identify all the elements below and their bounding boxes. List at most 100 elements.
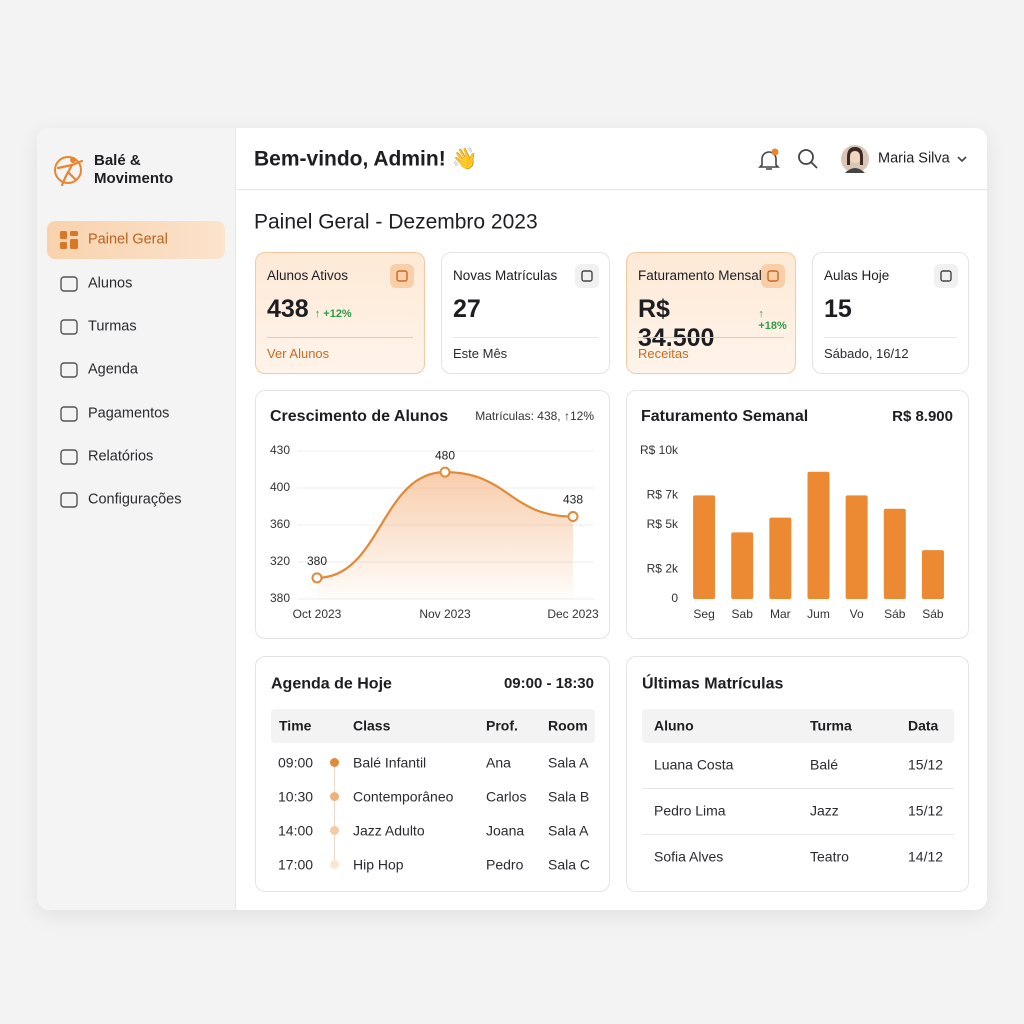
nav-item[interactable]: Relatórios [47, 438, 225, 476]
nav-icon [60, 231, 78, 249]
kpi-footer[interactable]: Receitas [638, 346, 689, 362]
header-divider [237, 189, 987, 190]
chart-card [255, 390, 610, 639]
kpi-icon [934, 264, 958, 288]
kpi-icon [575, 264, 599, 288]
greeting: Bem-vindo, Admin! 👋 [254, 147, 478, 171]
kpi-change: ↑ +12% [314, 308, 352, 320]
kpi-value-row: 27 [453, 295, 481, 324]
column-header: Turma [810, 717, 852, 734]
kpi-value-row: 15 [824, 295, 852, 324]
kpi-icon [761, 264, 785, 288]
kpi-footer[interactable]: Ver Alunos [267, 346, 330, 362]
table-cell: Balé Infantil [353, 754, 427, 771]
table-cell: Sofia Alves [654, 848, 724, 865]
column-header: Class [353, 717, 391, 734]
table-cell: 15/12 [908, 802, 944, 819]
table-cell: Jazz [810, 802, 839, 819]
table-cell: Carlos [486, 788, 527, 805]
user-menu-chevron[interactable] [956, 154, 968, 164]
kpi-change: ↑ +18% [758, 308, 787, 332]
kpi-footer: Sábado, 16/12 [824, 346, 909, 362]
column-header: Room [548, 717, 588, 734]
agenda-card: Agenda de Hoje 09:00 - 18:30 Time Class Prof… [255, 656, 610, 892]
table-cell: Balé [810, 756, 839, 773]
kpi-card: Alunos Ativos 438 ↑ +12% Ver Alunos [255, 252, 425, 374]
nav-icon [60, 406, 78, 422]
kpi-divider [453, 337, 598, 338]
nav-label: Painel Geral [88, 231, 168, 248]
kpi-label: Alunos Ativos [267, 267, 349, 283]
table-cell: Contemporâneo [353, 788, 454, 805]
nav-item[interactable]: Alunos [47, 265, 225, 303]
table-cell: Teatro [810, 848, 849, 865]
table-cell: Sala A [548, 754, 589, 771]
agenda-range: 09:00 - 18:30 [503, 675, 594, 692]
table-cell: Pedro [486, 856, 524, 873]
kpi-label: Aulas Hoje [824, 267, 890, 283]
nav-label: Alunos [88, 275, 133, 292]
notification-bell[interactable] [758, 148, 780, 172]
nav-item[interactable]: Painel Geral [47, 221, 225, 259]
table-cell: Jazz Adulto [353, 822, 425, 839]
nav-label: Pagamentos [88, 405, 170, 422]
table-cell: 15/12 [908, 756, 944, 773]
brand-name: Movimento [94, 170, 174, 187]
table-header [642, 709, 954, 743]
table-cell: Luana Costa [654, 756, 734, 773]
column-header: Time [279, 717, 312, 734]
kpi-value: R$ 34.500 [638, 295, 715, 352]
search-icon[interactable] [797, 148, 819, 170]
agenda-title: Agenda de Hoje [271, 675, 392, 693]
kpi-value: 438 [267, 295, 309, 323]
column-header: Data [908, 717, 939, 734]
timeline [334, 765, 335, 867]
table-cell: 09:00 [278, 754, 314, 771]
table-cell: Sala B [548, 788, 590, 805]
nav-item[interactable]: Agenda [47, 351, 225, 389]
table-cell: Sala C [548, 856, 591, 873]
brand-logo [54, 156, 84, 187]
kpi-icon [390, 264, 414, 288]
kpi-divider [267, 337, 413, 338]
kpi-value-row: 438 ↑ +12% [267, 295, 352, 324]
kpi-footer: Este Mês [453, 346, 508, 362]
nav-icon [60, 362, 78, 378]
nav-item[interactable]: Configurações [47, 481, 225, 519]
table-cell: 17:00 [278, 856, 314, 873]
nav-label: Agenda [88, 361, 138, 378]
enrollments-card: Últimas Matrículas Aluno Turma Data Luana Co… [626, 656, 969, 892]
kpi-value: 27 [453, 295, 481, 323]
column-header: Prof. [486, 717, 518, 734]
nav-item[interactable]: Pagamentos [47, 395, 225, 433]
enrollments-title: Últimas Matrículas [642, 675, 784, 693]
page-title: Painel Geral - Dezembro 2023 [254, 210, 538, 234]
kpi-card: Aulas Hoje 15 Sábado, 16/12 [812, 252, 969, 374]
kpi-value: 15 [824, 295, 852, 323]
timeline-dot [330, 758, 339, 767]
chart-card [626, 390, 969, 639]
table-cell: 14/12 [908, 848, 944, 865]
nav-label: Relatórios [88, 448, 154, 465]
table-cell: Pedro Lima [654, 802, 726, 819]
timeline-dot [330, 792, 339, 801]
timeline-dot [330, 860, 339, 869]
user-name[interactable]: Maria Silva [878, 150, 950, 167]
kpi-label: Novas Matrículas [453, 267, 558, 283]
nav-label: Configurações [88, 491, 182, 508]
table-cell: 10:30 [278, 788, 314, 805]
table-cell: Hip Hop [353, 856, 404, 873]
nav-icon [60, 449, 78, 465]
brand-name: Balé & [94, 152, 141, 169]
row-divider [642, 788, 954, 789]
kpi-value-row: R$ 34.500 ↑ +18% [638, 295, 795, 353]
nav-label: Turmas [88, 318, 137, 335]
nav-item[interactable]: Turmas [47, 308, 225, 346]
nav-icon [60, 492, 78, 508]
avatar[interactable] [841, 145, 869, 173]
timeline-dot [330, 826, 339, 835]
table-cell: Joana [486, 822, 525, 839]
